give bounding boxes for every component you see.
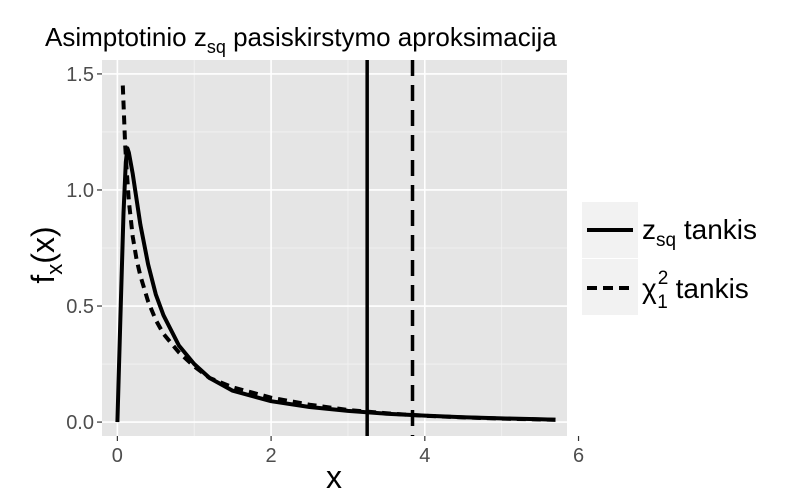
x-axis-ticks: 0 2 4 6	[112, 436, 584, 467]
series-line-chisq	[120, 85, 556, 422]
y-tick-label: 0.5	[66, 296, 94, 318]
series-layer	[115, 85, 556, 423]
x-tick-label: 2	[266, 445, 277, 467]
legend: zsq tankis χ2 1 tankis	[582, 202, 757, 315]
y-tick-label: 0.0	[66, 412, 94, 434]
x-tick-label: 4	[419, 445, 430, 467]
x-axis-title: x	[326, 459, 342, 495]
y-tick-label: 1.5	[66, 64, 94, 86]
grid-minor	[102, 60, 567, 436]
vline-layer	[365, 60, 415, 436]
x-tick-label: 6	[573, 445, 584, 467]
y-axis-title: fx(x)	[25, 226, 67, 283]
y-tick-label: 1.0	[66, 180, 94, 202]
chart-title: Asimptotinio zsq pasiskirstymo aproksima…	[45, 22, 557, 57]
y-axis-ticks: 0.0 0.5 1.0 1.5	[66, 64, 102, 434]
legend-label-zsq: zsq tankis	[642, 214, 757, 251]
legend-label-chisq: χ2 1 tankis	[642, 268, 749, 313]
x-tick-label: 0	[112, 445, 123, 467]
